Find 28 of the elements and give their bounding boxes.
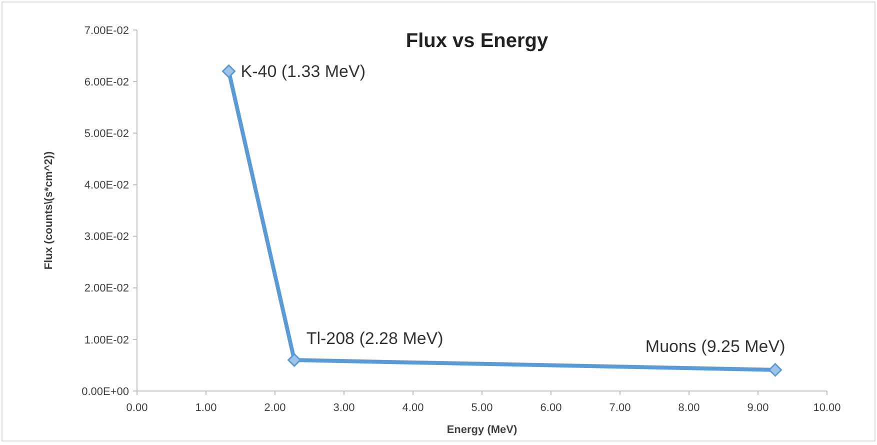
x-tick-label: 0.00 xyxy=(126,402,148,414)
y-tick-label: 0.00E+00 xyxy=(82,386,129,398)
y-tick-label: 7.00E-02 xyxy=(84,24,129,37)
y-tick-label: 5.00E-02 xyxy=(84,128,129,140)
x-tick-label: 5.00 xyxy=(471,402,493,414)
x-axis-title: Energy (MeV) xyxy=(446,424,518,436)
y-tick-label: 3.00E-02 xyxy=(84,231,129,244)
y-tick-label: 4.00E-02 xyxy=(84,180,129,192)
x-tick-label: 6.00 xyxy=(540,402,562,414)
y-tick-label: 2.00E-02 xyxy=(84,282,129,295)
x-tick-label: 10.00 xyxy=(813,402,841,414)
y-tick-label: 6.00E-02 xyxy=(84,76,129,88)
annotation: Muons (9.25 MeV) xyxy=(645,336,786,356)
annotation: Tl-208 (2.28 MeV) xyxy=(306,329,444,348)
x-tick-label: 7.00 xyxy=(609,402,631,414)
x-tick-label: 3.00 xyxy=(333,402,355,414)
x-tick-label: 2.00 xyxy=(264,402,286,414)
y-axis-title: Flux (counts\(s*cm^2)) xyxy=(43,151,55,270)
point xyxy=(288,353,302,367)
point xyxy=(222,64,236,78)
x-tick-label: 8.00 xyxy=(678,402,700,414)
chart-title: Flux vs Energy xyxy=(406,30,550,52)
annotation: K-40 (1.33 MeV) xyxy=(240,62,366,82)
point xyxy=(768,363,782,377)
y-tick-label: 1.00E-02 xyxy=(84,334,129,346)
x-tick-label: 4.00 xyxy=(402,402,424,414)
x-tick-label: 1.00 xyxy=(195,402,217,414)
x-tick-label: 9.00 xyxy=(747,402,769,414)
